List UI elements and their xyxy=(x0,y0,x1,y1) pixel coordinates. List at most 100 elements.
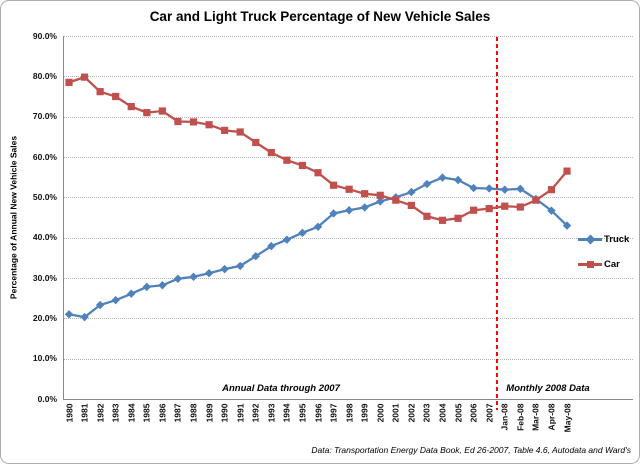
x-tick-label: 1991 xyxy=(235,403,246,422)
y-tick-label: 50.0% xyxy=(32,191,57,202)
gridline xyxy=(63,116,633,118)
x-tick-label: 2001 xyxy=(390,403,401,422)
car-marker xyxy=(96,88,104,96)
car-marker xyxy=(547,186,556,194)
x-tick-label: 1987 xyxy=(172,403,183,422)
car-marker xyxy=(501,202,509,210)
car-marker xyxy=(470,206,478,214)
truck-marker xyxy=(95,300,105,310)
truck-marker xyxy=(158,281,167,290)
car-marker xyxy=(189,118,198,126)
x-tick-label: 1988 xyxy=(188,403,199,422)
gridline xyxy=(63,197,633,199)
car-marker xyxy=(205,121,213,129)
car-marker xyxy=(454,214,462,222)
x-tick-label: 2005 xyxy=(453,403,464,422)
car-marker xyxy=(221,126,229,134)
y-tick-label: 20.0% xyxy=(32,312,57,323)
gridline xyxy=(63,278,633,279)
truck-marker xyxy=(469,183,478,193)
truck-marker xyxy=(142,282,152,292)
car-marker xyxy=(236,128,244,136)
truck-legend-marker-icon xyxy=(578,234,602,244)
x-tick-label: 1980 xyxy=(64,403,74,422)
x-tick-label: 1985 xyxy=(141,403,152,422)
x-tick-label: 2003 xyxy=(421,403,432,422)
car-legend-marker-icon xyxy=(578,259,602,269)
truck-marker xyxy=(235,261,245,271)
x-tick-label: 1989 xyxy=(204,403,215,422)
x-tick-label: 1993 xyxy=(266,403,277,422)
annotation-annual-data: Annual Data through 2007 xyxy=(222,383,340,394)
truck-marker xyxy=(204,268,214,278)
annotation-monthly-data: Monthly 2008 Data xyxy=(506,383,590,394)
x-tick-label: 1999 xyxy=(359,403,370,422)
x-tick-label: Apr-08 xyxy=(546,403,557,430)
car-marker xyxy=(267,148,275,157)
truck-marker xyxy=(267,241,276,251)
y-tick-label: 30.0% xyxy=(32,272,57,283)
x-tick-label: 1996 xyxy=(313,403,323,422)
x-tick-label: 1990 xyxy=(219,403,230,422)
x-tick-label: 1983 xyxy=(110,403,121,422)
x-tick-label: Jan-08 xyxy=(499,403,510,430)
y-tick-label: 40.0% xyxy=(32,232,57,243)
gridline xyxy=(63,237,633,239)
y-tick-label: 60.0% xyxy=(32,151,57,162)
x-tick-label: 1986 xyxy=(157,403,168,422)
x-tick-label: 1981 xyxy=(79,403,90,422)
x-tick-label: 1995 xyxy=(297,403,308,422)
x-tick-label: 1992 xyxy=(250,403,261,422)
truck-marker xyxy=(516,184,525,194)
car-marker xyxy=(174,117,182,126)
x-tick-label: 2004 xyxy=(437,403,448,422)
x-tick-label: 1997 xyxy=(328,403,339,422)
truck-marker xyxy=(407,187,416,197)
y-tick-label: 70.0% xyxy=(32,111,57,122)
x-tick-label: May-08 xyxy=(562,403,572,432)
truck-marker xyxy=(298,228,307,238)
legend-item-car[interactable]: Car xyxy=(578,255,638,273)
car-marker xyxy=(345,185,353,193)
truck-marker xyxy=(313,222,323,231)
car-series xyxy=(65,73,571,224)
car-series-line xyxy=(68,75,568,222)
truck-marker xyxy=(127,289,136,298)
truck-marker xyxy=(344,206,354,215)
legend-item-truck[interactable]: Truck xyxy=(578,230,638,248)
truck-marker xyxy=(453,175,463,185)
x-axis-line xyxy=(63,399,633,400)
gridline xyxy=(63,318,633,320)
car-marker xyxy=(329,181,338,189)
chart-title: Car and Light Truck Percentage of New Ve… xyxy=(149,9,491,24)
x-tick-label: 1984 xyxy=(126,403,137,422)
truck-marker xyxy=(64,310,74,319)
y-tick-label: 10.0% xyxy=(32,353,57,364)
truck-marker xyxy=(376,197,385,206)
y-axis-line xyxy=(63,36,64,399)
gridline xyxy=(63,157,633,158)
car-marker xyxy=(438,216,447,224)
truck-marker xyxy=(531,194,541,204)
x-tick-label: 2007 xyxy=(484,403,495,422)
truck-series-line xyxy=(68,176,568,319)
y-tick-label: 90.0% xyxy=(32,30,57,41)
truck-marker xyxy=(329,209,338,218)
legend: Truck Car xyxy=(578,230,638,280)
legend-label-car: Car xyxy=(604,258,620,270)
car-marker xyxy=(65,78,73,86)
truck-marker xyxy=(111,295,120,305)
gridline xyxy=(63,36,633,37)
truck-marker xyxy=(422,179,432,189)
truck-marker xyxy=(484,184,494,193)
truck-marker xyxy=(562,221,572,230)
x-tick-label: 1994 xyxy=(281,403,292,422)
gridline xyxy=(63,358,633,360)
x-tick-label: 1998 xyxy=(344,403,355,422)
car-marker xyxy=(158,107,166,115)
x-tick-label: 1982 xyxy=(95,403,106,422)
car-marker xyxy=(423,212,431,220)
car-marker xyxy=(252,138,260,147)
car-marker xyxy=(485,205,493,213)
